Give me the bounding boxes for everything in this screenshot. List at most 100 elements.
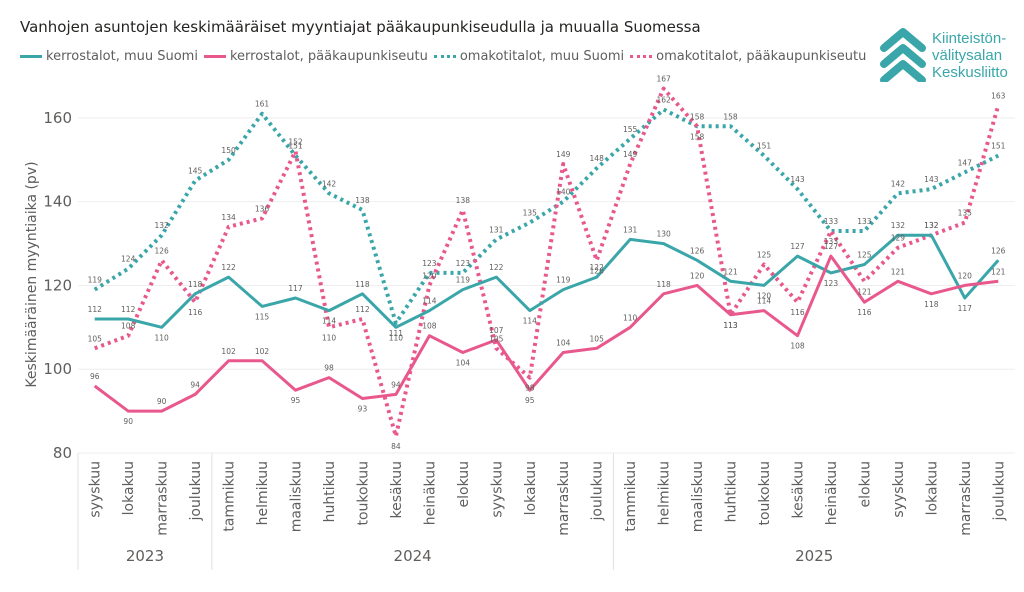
y-tick-label: 100 [43,360,72,378]
x-tick-label: toukokuu [757,461,773,526]
data-label: 155 [623,125,638,134]
x-tick-label: joulukuu [188,461,204,522]
data-label: 113 [723,321,738,330]
x-tick-label: heinäkuu [824,461,840,525]
data-label: 116 [188,308,203,317]
data-label: 158 [690,112,705,121]
x-tick-label: lokakuu [924,461,940,515]
legend-swatch [203,55,226,58]
data-label: 110 [623,313,638,322]
x-tick-label: kesäkuu [790,461,806,519]
data-label: 125 [757,251,772,260]
legend-item[interactable]: kerrostalot, pääkaupunkiseutu [203,49,428,64]
x-tick-label: syyskuu [88,461,104,518]
data-label: 149 [556,150,571,159]
data-label: 130 [656,230,671,239]
data-label: 132 [924,221,939,230]
year-label: 2025 [795,547,833,565]
data-label: 114 [523,317,538,326]
data-label: 126 [590,266,605,275]
data-label: 122 [221,263,236,272]
data-label: 95 [525,396,535,405]
data-label: 147 [958,158,973,167]
data-label: 148 [590,154,605,163]
x-tick-label: maaliskuu [289,461,305,532]
data-label: 110 [154,333,169,342]
data-label: 129 [891,234,906,243]
data-label: 117 [288,284,303,293]
data-label: 98 [324,364,334,373]
logo-line: Keskusliitto [932,64,1008,81]
data-label: 107 [489,326,504,335]
legend-swatch [20,55,42,58]
data-label: 119 [556,276,571,285]
data-label: 122 [590,263,605,272]
series-line [93,86,1001,439]
legend-label: kerrostalot, muu Suomi [46,49,198,64]
data-label: 105 [88,334,103,343]
data-label: 151 [991,142,1006,151]
data-label: 117 [958,304,973,313]
data-label: 118 [924,300,939,309]
data-label: 94 [391,380,401,389]
data-label: 111 [389,329,404,338]
legend-label: omakotitalot, pääkaupunkiseutu [656,49,867,64]
series-line [93,107,1000,326]
data-label: 135 [523,209,538,218]
legend-label: kerrostalot, pääkaupunkiseutu [229,49,428,64]
x-tick-label: joulukuu [590,461,606,522]
legend-swatch [630,55,653,58]
x-tick-label: lokakuu [121,461,137,515]
data-label: 134 [221,213,236,222]
data-label: 119 [88,276,103,285]
logo: Kiinteistön- välitysalan Keskusliitto [880,26,1008,82]
y-axis-label: Keskimääräinen myyntiaika (pv) [24,161,40,387]
data-label: 94 [190,380,200,389]
x-tick-label: tammikuu [222,461,238,532]
x-tick-label: toukokuu [355,461,371,526]
data-label: 116 [790,308,805,317]
data-label: 131 [489,225,504,234]
x-tick-label: huhtikuu [724,461,740,522]
data-label: 163 [991,91,1006,100]
x-tick-label: huhtikuu [322,461,338,522]
data-label: 122 [489,263,504,272]
data-label: 102 [221,347,236,356]
data-label: 158 [723,112,738,121]
logo-line: Kiinteistön- [932,30,1007,47]
legend: kerrostalot, muu Suomi kerrostalot, pääka… [20,49,872,64]
y-tick-label: 160 [43,109,72,127]
data-label: 145 [188,167,203,176]
data-label: 131 [623,225,638,234]
data-label: 123 [422,259,437,268]
data-label: 143 [790,175,805,184]
x-tick-label: marraskuu [958,461,974,536]
data-label: 123 [456,259,471,268]
data-label: 120 [958,271,973,280]
series-line [94,233,1000,329]
data-label: 121 [891,267,906,276]
double-chevron-up-icon [880,28,926,82]
data-label: 151 [757,142,772,151]
data-label: 104 [556,338,571,347]
x-tick-label: joulukuu [991,461,1007,522]
year-label: 2024 [394,547,432,565]
data-label: 102 [255,347,270,356]
data-label: 140 [556,188,571,197]
legend-item[interactable]: omakotitalot, pääkaupunkiseutu [630,49,866,64]
legend-item[interactable]: omakotitalot, muu Suomi [433,49,624,64]
year-label: 2023 [126,547,164,565]
data-label: 113 [723,321,738,330]
legend-item[interactable]: kerrostalot, muu Suomi [20,49,198,64]
legend-swatch [433,55,456,58]
chart-title: Vanhojen asuntojen keskimääräiset myynti… [20,18,701,36]
data-label: 112 [121,305,136,314]
data-label: 108 [121,322,136,331]
data-label: 143 [924,175,939,184]
x-tick-label: marraskuu [155,461,171,536]
data-label: 105 [590,334,605,343]
x-tick-label: kesäkuu [389,461,405,519]
data-label: 95 [291,396,301,405]
x-tick-label: helmikuu [657,461,673,525]
